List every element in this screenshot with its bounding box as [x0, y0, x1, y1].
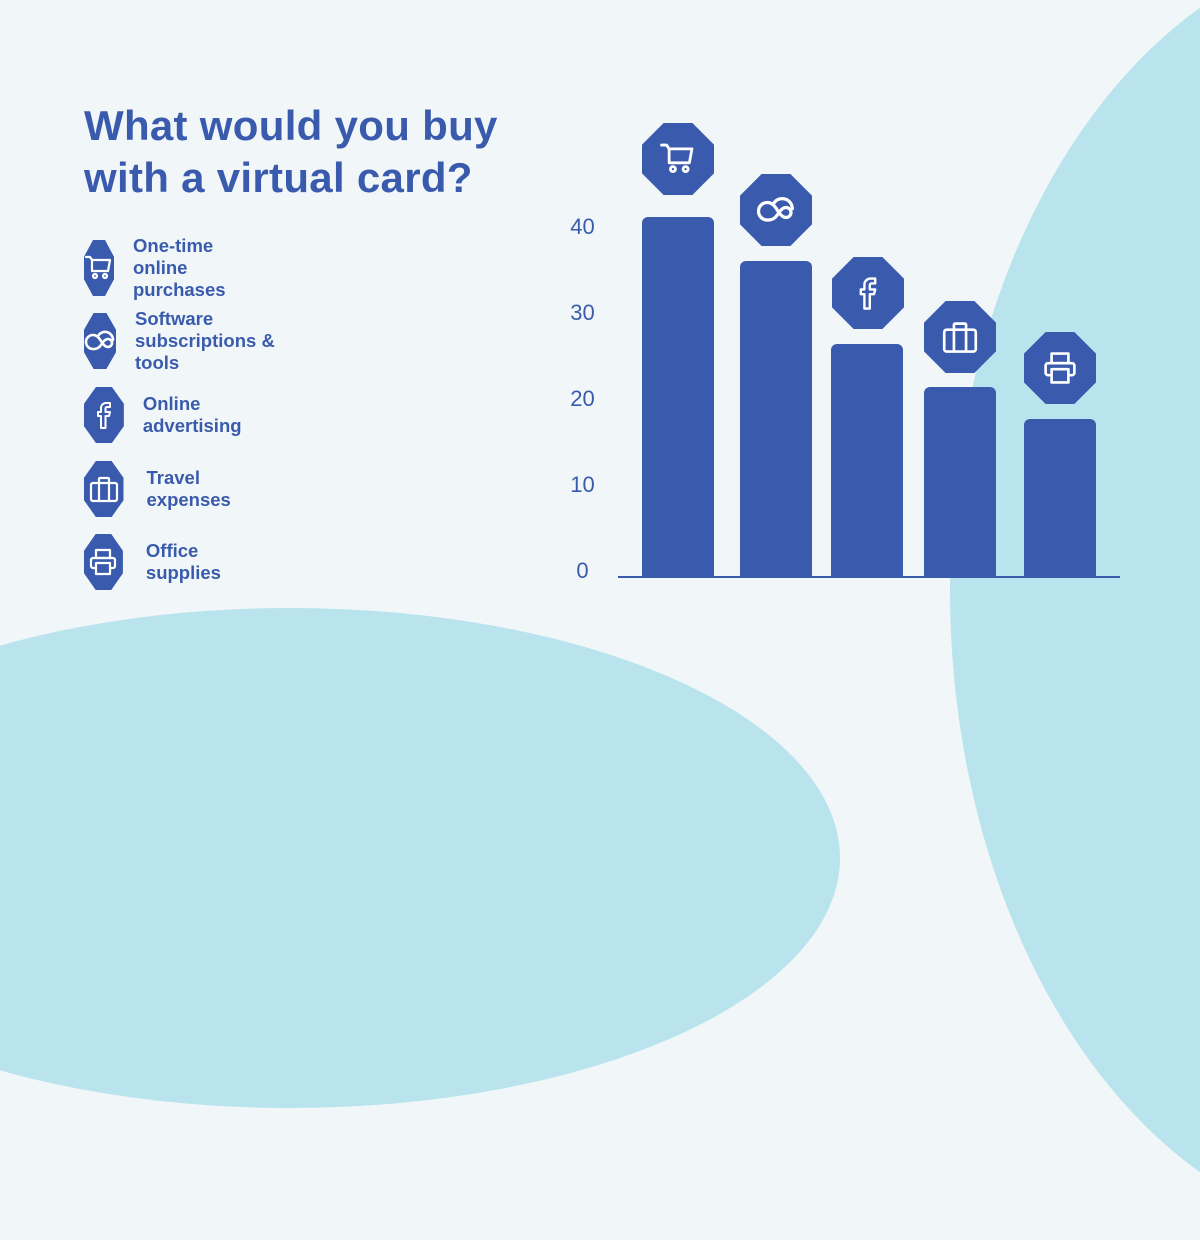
legend-item-office: Office supplies — [84, 534, 238, 590]
shopping-cart-icon — [642, 123, 714, 195]
background-shape-bottom — [0, 608, 840, 1108]
briefcase-icon — [924, 301, 996, 373]
page-title: What would you buy with a virtual card? — [84, 102, 498, 201]
legend-item-advertising: Online advertising — [84, 387, 258, 443]
legend-label: Software subscriptions & tools — [135, 308, 275, 373]
legend-item-online-purchases: One-time online purchases — [84, 235, 252, 300]
legend-label: Online advertising — [142, 393, 242, 436]
y-tick-label: 10 — [570, 472, 595, 497]
bar-chart: 0 10 20 30 40 — [570, 123, 1120, 583]
bar-advertising — [831, 344, 903, 577]
legend-label: Office supplies — [145, 540, 221, 583]
briefcase-icon — [84, 461, 124, 517]
legend-item-software: Software subscriptions & tools — [84, 308, 280, 373]
legend-item-travel: Travel expenses — [84, 461, 247, 517]
facebook-icon — [832, 257, 904, 329]
y-tick-label: 40 — [570, 214, 595, 239]
y-tick-label: 20 — [570, 386, 595, 411]
bar-icon-facebook — [832, 257, 904, 329]
y-tick-label: 30 — [570, 300, 595, 325]
bar-icon-cloud — [740, 174, 812, 246]
bar-online-purchases — [642, 217, 714, 577]
printer-icon — [1024, 332, 1096, 404]
legend-label: One-time online purchases — [133, 235, 226, 300]
printer-icon — [84, 534, 123, 590]
shopping-cart-icon — [84, 240, 114, 296]
bar-software — [740, 261, 812, 577]
bar-icon-cart — [642, 123, 714, 195]
bar-icon-printer — [1024, 332, 1096, 404]
y-tick-label: 0 — [576, 558, 589, 583]
legend-label: Travel expenses — [146, 467, 231, 510]
bar-office — [1024, 419, 1096, 577]
x-axis-baseline — [618, 576, 1120, 578]
creative-cloud-icon — [740, 174, 812, 246]
bar-icon-briefcase — [924, 301, 996, 373]
facebook-icon — [84, 387, 124, 443]
bar-travel — [924, 387, 996, 577]
creative-cloud-icon — [84, 313, 116, 369]
